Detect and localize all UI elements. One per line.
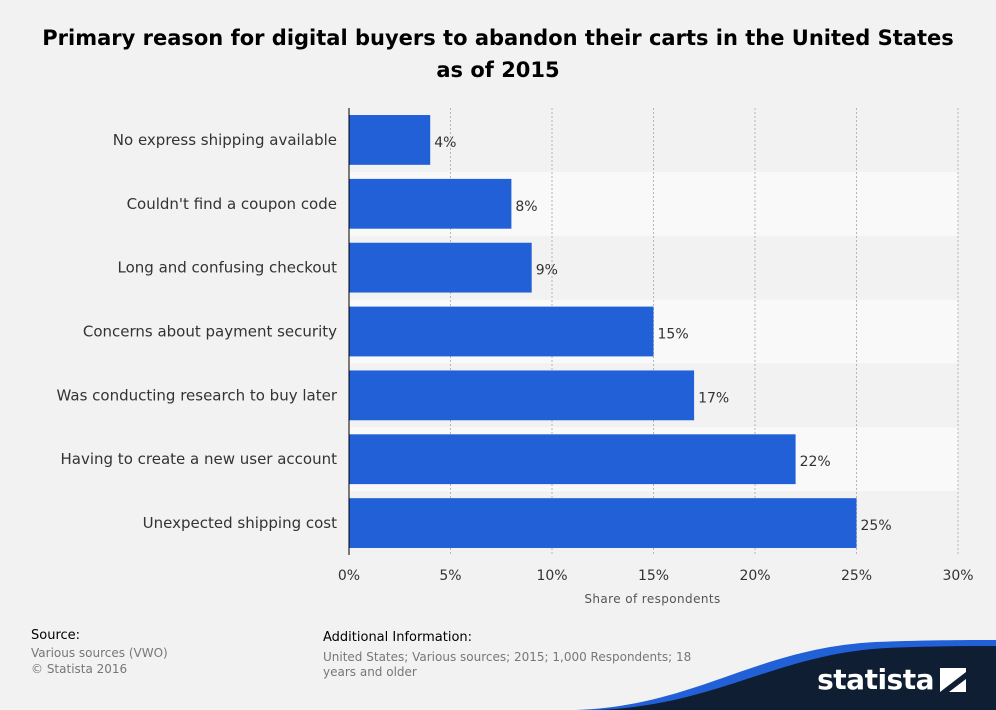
x-tick-label: 10%: [536, 568, 567, 584]
bar[interactable]: [349, 306, 654, 357]
x-axis-label: Share of respondents: [584, 592, 720, 606]
brand-wave: [576, 640, 996, 710]
value-label: 8%: [515, 199, 537, 215]
bars: [349, 115, 857, 548]
category-label: Concerns about payment security: [83, 323, 337, 341]
category-label: No express shipping available: [113, 131, 337, 149]
statista-logo-icon[interactable]: [940, 668, 966, 692]
x-tick-label: 5%: [439, 568, 461, 584]
source-line-2: © Statista 2016: [31, 662, 128, 676]
category-label: Unexpected shipping cost: [143, 514, 337, 532]
category-label: Long and confusing checkout: [118, 259, 338, 277]
bar[interactable]: [349, 115, 431, 165]
x-tick-label: 20%: [739, 568, 770, 584]
bar[interactable]: [349, 178, 512, 229]
additional-info-line-2: years and older: [323, 665, 417, 679]
value-label: 4%: [434, 135, 456, 151]
chart-title: Primary reason for digital buyers to aba…: [42, 26, 954, 82]
source-heading: Source:: [31, 628, 81, 643]
additional-info-line-1: United States; Various sources; 2015; 1,…: [323, 650, 692, 664]
value-labels: 4% 8% 9% 15% 17% 22% 25%: [434, 135, 891, 534]
value-label: 15%: [658, 327, 689, 343]
x-tick-label: 25%: [841, 568, 872, 584]
category-labels: No express shipping available Couldn't fi…: [57, 131, 338, 532]
bar[interactable]: [349, 434, 796, 485]
category-label: Couldn't find a coupon code: [127, 195, 337, 213]
category-label: Having to create a new user account: [61, 450, 338, 468]
value-label: 9%: [536, 263, 558, 279]
bar[interactable]: [349, 370, 695, 421]
x-tick-labels: 0% 5% 10% 15% 20% 25% 30%: [338, 568, 974, 584]
x-tick-label: 30%: [942, 568, 973, 584]
bar[interactable]: [349, 498, 857, 548]
source-line-1[interactable]: Various sources (VWO): [31, 646, 168, 660]
category-label: Was conducting research to buy later: [57, 386, 338, 404]
value-label: 17%: [698, 390, 729, 406]
value-label: 22%: [800, 454, 831, 470]
bar-chart: No express shipping available Couldn't fi…: [57, 108, 974, 606]
x-tick-label: 15%: [638, 568, 669, 584]
statista-logo-text[interactable]: statista: [817, 663, 934, 696]
additional-info-heading: Additional Information:: [323, 630, 473, 645]
value-label: 25%: [861, 518, 892, 534]
x-tick-label: 0%: [338, 568, 360, 584]
bar[interactable]: [349, 242, 532, 293]
